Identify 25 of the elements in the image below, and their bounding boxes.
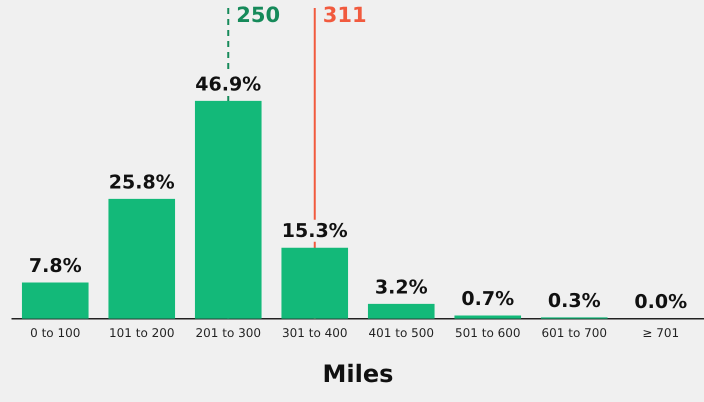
x-tick-label: 0 to 100	[30, 326, 80, 340]
x-tick-label: 501 to 600	[455, 326, 520, 340]
data-label: 0.7%	[461, 288, 514, 310]
bar	[368, 304, 435, 319]
data-label: 3.2%	[374, 276, 428, 298]
x-tick-label: 201 to 300	[196, 326, 261, 340]
data-label: 15.3%	[282, 220, 348, 242]
x-tick-label: 601 to 700	[542, 326, 607, 340]
data-label: 0.3%	[548, 290, 601, 312]
bar	[22, 282, 89, 319]
ref-line-label: 311	[322, 2, 367, 27]
ref-line-label: 250	[236, 2, 280, 27]
bar	[194, 100, 262, 319]
x-tick-label: ≥ 701	[642, 326, 680, 340]
x-tick-label: 401 to 500	[368, 326, 434, 340]
bar	[108, 198, 176, 319]
data-label: 25.8%	[108, 171, 175, 194]
bar	[281, 248, 348, 319]
x-tick-label: 101 to 200	[109, 326, 174, 340]
data-label: 46.9%	[195, 73, 262, 96]
x-tick-label: 301 to 400	[282, 326, 348, 340]
bar	[454, 316, 522, 319]
data-label: 0.0%	[634, 291, 688, 314]
data-label: 7.8%	[28, 254, 82, 277]
x-axis-title: Miles	[322, 360, 394, 388]
